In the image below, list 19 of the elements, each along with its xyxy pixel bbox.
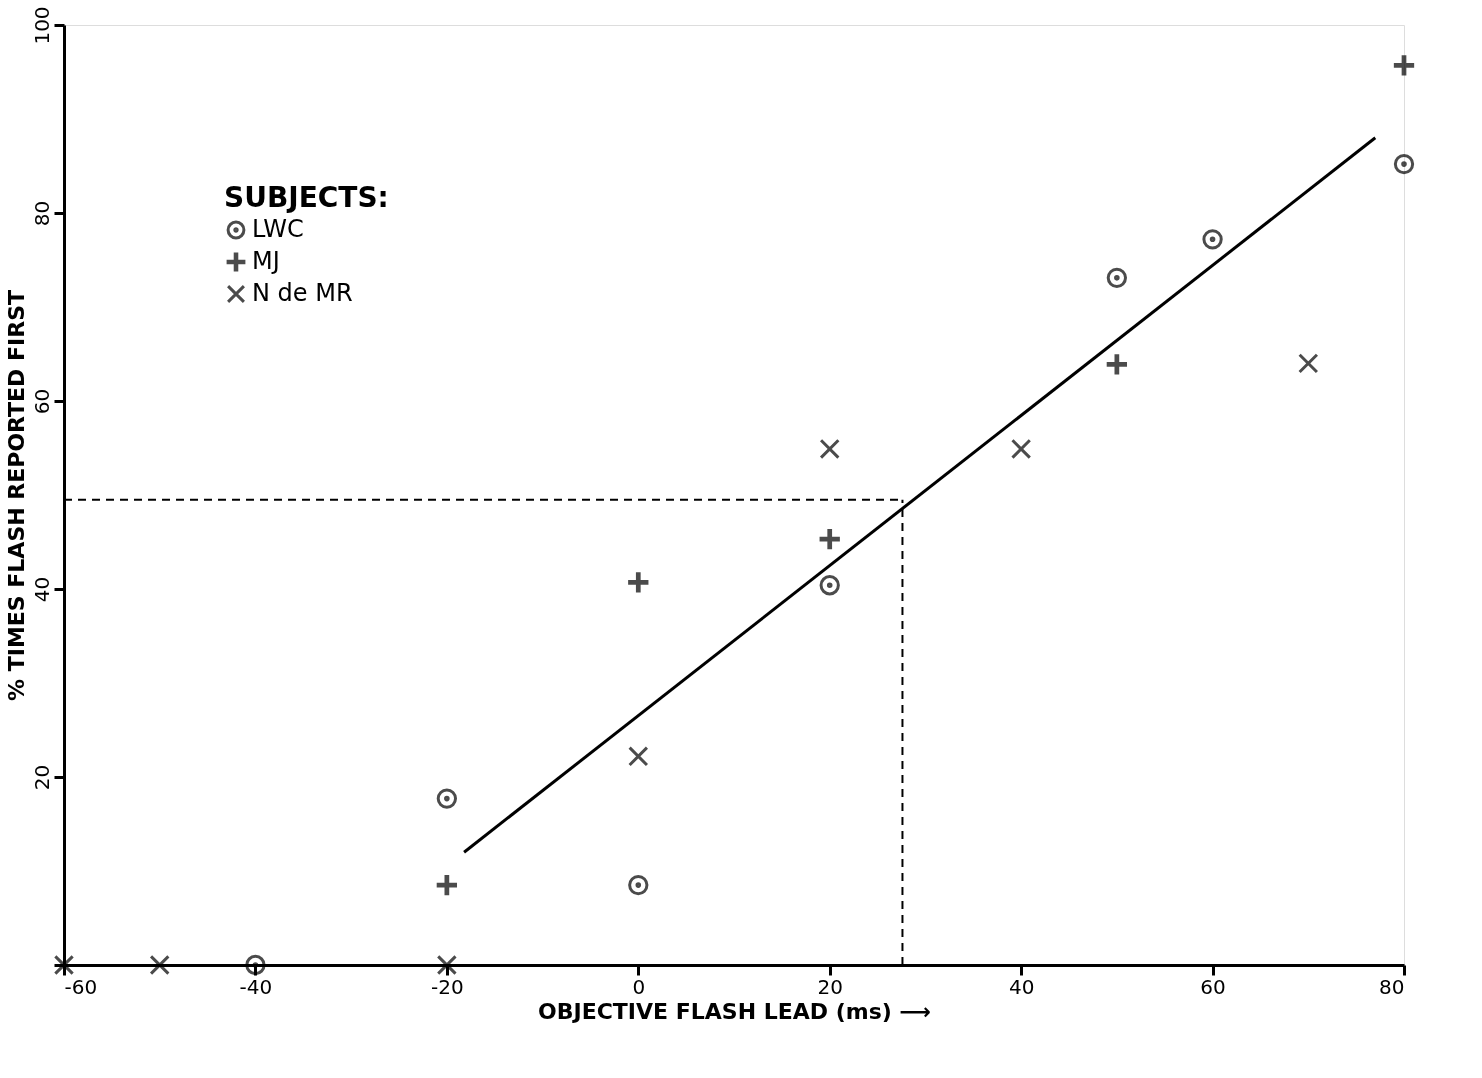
x-tick-label: -60 (64, 974, 98, 999)
y-axis-title: % TIMES FLASH REPORTED FIRST (3, 289, 29, 702)
legend-title: SUBJECTS: (224, 181, 389, 214)
x-tick-label: -40 (239, 974, 273, 999)
x-tick-label: 80 (1379, 974, 1405, 999)
x-tick-label: -20 (431, 974, 464, 999)
legend-label: N de MR (252, 279, 353, 307)
y-tick-label: 40 (29, 576, 54, 603)
y-tick-label: 60 (29, 388, 54, 415)
legend-label: MJ (252, 247, 280, 275)
x-tick-label: 60 (1200, 974, 1226, 999)
x-axis-title: OBJECTIVE FLASH LEAD (ms) ⟶ (537, 998, 932, 1024)
x-tick-label: 0 (632, 974, 646, 999)
y-tick-label: 100 (29, 6, 54, 45)
y-tick-label: 20 (29, 764, 54, 791)
x-tick-label: 40 (1008, 974, 1035, 999)
legend-label: LWC (252, 215, 304, 243)
x-tick-label: 20 (817, 974, 843, 999)
y-tick-label: 80 (29, 200, 54, 227)
